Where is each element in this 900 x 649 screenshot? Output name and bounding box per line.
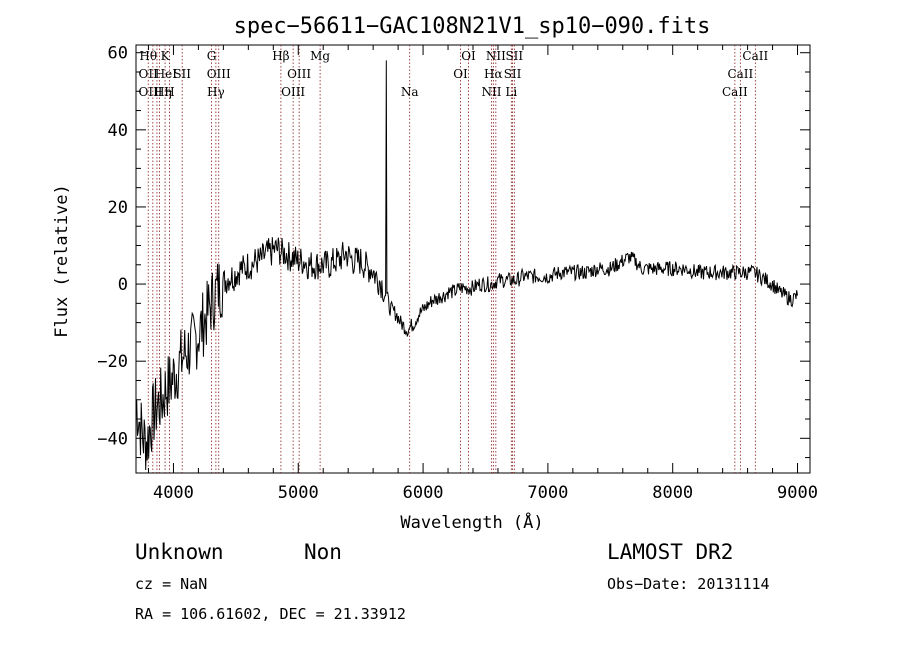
line-label: G xyxy=(207,49,217,63)
y-tick-label: 40 xyxy=(108,121,128,141)
observation-date: Obs−Date: 20131114 xyxy=(607,575,770,593)
line-label: OIII xyxy=(207,67,231,81)
line-label: SII xyxy=(173,67,191,81)
line-label: H xyxy=(164,85,174,99)
line-label: OIII xyxy=(138,85,162,99)
object-class: Unknown xyxy=(135,540,224,564)
spectral-line-markers xyxy=(147,45,756,473)
line-label: K xyxy=(161,49,171,63)
y-tick-label: 20 xyxy=(108,198,128,218)
line-label: CaII xyxy=(722,85,748,99)
line-label: Hθ xyxy=(139,49,157,63)
redshift-cz: cz = NaN xyxy=(135,575,207,593)
line-label: NII xyxy=(481,85,501,99)
plot-border xyxy=(135,44,811,474)
line-label: Li xyxy=(505,85,517,99)
y-tick-label: −40 xyxy=(97,429,128,449)
line-label: SII xyxy=(505,49,523,63)
survey-name: LAMOST DR2 xyxy=(607,540,733,564)
line-label: Hη xyxy=(154,85,172,99)
line-label: CaII xyxy=(742,49,768,63)
line-label: CaII xyxy=(727,67,753,81)
line-label: OI xyxy=(453,67,468,81)
ra-dec: RA = 106.61602, DEC = 21.33912 xyxy=(135,605,406,623)
spectral-line-labels: Hθ K H SII G Hγ OIII Hβ OIII OIII Mg Na OI OI NII Hα NII… xyxy=(138,49,768,99)
plot-frame xyxy=(135,44,811,474)
spectrum-line xyxy=(135,60,798,471)
x-tick-label: 5000 xyxy=(278,483,319,503)
line-label: Hα xyxy=(484,67,503,81)
object-subclass: Non xyxy=(304,540,342,564)
line-label: OIII xyxy=(281,85,305,99)
line-label: SII xyxy=(504,67,522,81)
y-tick-label: −20 xyxy=(97,352,128,372)
line-label: OIII xyxy=(287,67,311,81)
line-label: OII xyxy=(138,67,158,81)
y-tick-label: 0 xyxy=(118,275,128,295)
line-label: Hβ xyxy=(272,49,289,63)
x-axis-label: Wavelength (Å) xyxy=(400,511,543,533)
x-tick-label: 4000 xyxy=(153,483,194,503)
x-tick-label: 7000 xyxy=(527,483,568,503)
line-label: OI xyxy=(461,49,476,63)
axis-ticks: 4000 5000 6000 7000 8000 9000 −40 −20 0 20 40 60 xyxy=(97,44,818,503)
y-tick-label: 60 xyxy=(108,44,128,64)
line-label: Hγ xyxy=(207,85,225,99)
line-label: Mg xyxy=(310,49,330,63)
x-tick-label: 9000 xyxy=(777,483,818,503)
chart-title: spec−56611−GAC108N21V1_sp10−090.fits xyxy=(234,14,711,39)
y-axis-label: Flux (relative) xyxy=(52,184,72,338)
line-label: NII xyxy=(486,49,506,63)
x-tick-label: 6000 xyxy=(403,483,444,503)
x-tick-label: 8000 xyxy=(652,483,693,503)
line-label: Na xyxy=(401,85,419,99)
line-label: HeI xyxy=(155,67,178,81)
